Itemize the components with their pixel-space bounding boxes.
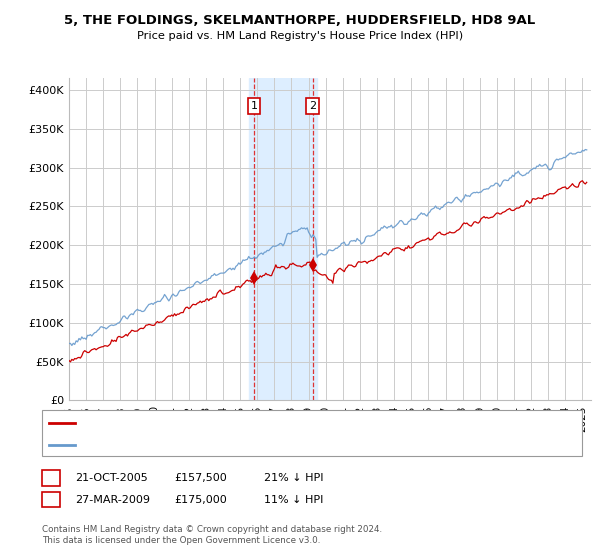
Text: 5, THE FOLDINGS, SKELMANTHORPE, HUDDERSFIELD, HD8 9AL (detached house): 5, THE FOLDINGS, SKELMANTHORPE, HUDDERSF… (81, 418, 487, 428)
Text: Price paid vs. HM Land Registry's House Price Index (HPI): Price paid vs. HM Land Registry's House … (137, 31, 463, 41)
Text: Contains HM Land Registry data © Crown copyright and database right 2024.
This d: Contains HM Land Registry data © Crown c… (42, 525, 382, 545)
Text: 21% ↓ HPI: 21% ↓ HPI (264, 473, 323, 483)
Text: £157,500: £157,500 (174, 473, 227, 483)
Text: 11% ↓ HPI: 11% ↓ HPI (264, 494, 323, 505)
Text: HPI: Average price, detached house, Kirklees: HPI: Average price, detached house, Kirk… (81, 440, 305, 450)
Text: £175,000: £175,000 (174, 494, 227, 505)
Text: 2: 2 (309, 101, 316, 111)
Text: 1: 1 (47, 471, 55, 484)
Text: 2: 2 (47, 493, 55, 506)
Text: 27-MAR-2009: 27-MAR-2009 (75, 494, 150, 505)
Text: 1: 1 (250, 101, 257, 111)
Bar (249, 78, 317, 400)
Text: 21-OCT-2005: 21-OCT-2005 (75, 473, 148, 483)
Text: 5, THE FOLDINGS, SKELMANTHORPE, HUDDERSFIELD, HD8 9AL: 5, THE FOLDINGS, SKELMANTHORPE, HUDDERSF… (64, 14, 536, 27)
